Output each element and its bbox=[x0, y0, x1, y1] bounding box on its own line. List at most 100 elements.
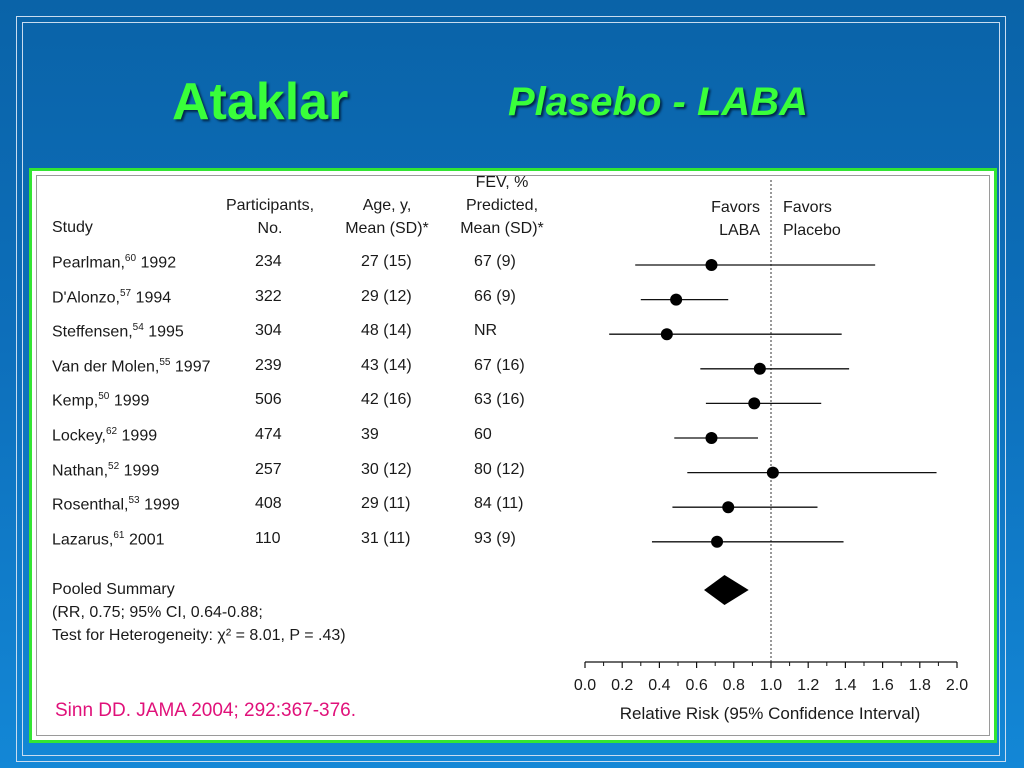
cell-age: 43 (14) bbox=[361, 356, 412, 374]
favors-laba-line1: Favors bbox=[711, 199, 760, 216]
header-fev-line2: Predicted, bbox=[465, 197, 539, 214]
favors-laba-label: Favors LABA bbox=[690, 196, 760, 242]
study-author: Kemp, bbox=[52, 392, 99, 410]
cell-age: 29 (11) bbox=[361, 495, 411, 513]
x-tick-label: 0.4 bbox=[648, 677, 670, 694]
cell-participants: 506 bbox=[255, 391, 282, 409]
study-ref: 53 bbox=[128, 495, 140, 507]
point-estimate bbox=[705, 259, 718, 271]
cell-fev: 67 (9) bbox=[474, 253, 516, 270]
cell-age: 29 (12) bbox=[361, 287, 412, 305]
favors-placebo-line2: Placebo bbox=[783, 222, 841, 239]
favors-placebo-label: Favors Placebo bbox=[783, 196, 863, 242]
cell-fev: 66 (9) bbox=[474, 287, 516, 305]
study-ref: 55 bbox=[159, 356, 171, 368]
study-name: Rosenthal,53 1999 bbox=[52, 495, 180, 514]
cell-age: 30 (12) bbox=[361, 460, 412, 478]
favors-laba-line2: LABA bbox=[719, 222, 760, 239]
cell-participants: 474 bbox=[255, 426, 282, 443]
study-author: Van der Molen, bbox=[52, 358, 160, 376]
x-tick-label: 1.8 bbox=[909, 677, 931, 694]
x-tick-label: 0.2 bbox=[611, 677, 633, 694]
study-year: 2001 bbox=[124, 531, 165, 549]
study-name: Kemp,50 1999 bbox=[52, 391, 149, 410]
point-estimate bbox=[722, 501, 735, 514]
cell-participants: 239 bbox=[255, 356, 282, 374]
study-year: 1997 bbox=[170, 358, 211, 376]
study-name: Van der Molen,55 1997 bbox=[52, 357, 211, 376]
cell-participants: 408 bbox=[255, 495, 282, 513]
figure-panel bbox=[29, 168, 997, 743]
study-name: Pearlman,60 1992 bbox=[52, 253, 176, 272]
pooled-summary: Pooled Summary (RR, 0.75; 95% CI, 0.64-0… bbox=[52, 578, 346, 647]
study-ref: 54 bbox=[132, 322, 144, 334]
study-author: Lockey, bbox=[52, 427, 106, 445]
header-age-line1: Age, y, bbox=[362, 197, 412, 214]
study-year: 1999 bbox=[119, 461, 160, 479]
header-participants-line2: No. bbox=[257, 220, 283, 237]
x-tick-label: 1.4 bbox=[834, 677, 856, 694]
study-year: 1999 bbox=[109, 392, 150, 410]
header-fev-line1: FEV, % bbox=[475, 174, 529, 191]
cell-age: 42 (16) bbox=[361, 391, 412, 409]
header-study-text: Study bbox=[52, 219, 93, 236]
header-fev-line3: Mean (SD)* bbox=[460, 220, 544, 237]
study-name: Nathan,52 1999 bbox=[52, 461, 159, 480]
cell-fev: 67 (16) bbox=[474, 356, 525, 374]
point-estimate bbox=[705, 432, 718, 444]
study-author: D'Alonzo, bbox=[52, 288, 120, 306]
cell-fev: 63 (16) bbox=[474, 391, 525, 409]
pooled-line1: Pooled Summary bbox=[52, 581, 175, 598]
study-ref: 50 bbox=[98, 391, 110, 403]
header-fev: FEV, % Predicted, Mean (SD)* bbox=[448, 171, 556, 240]
x-tick-label: 0.0 bbox=[574, 677, 596, 694]
pooled-line3: Test for Heterogeneity: χ² = 8.01, P = .… bbox=[52, 627, 346, 644]
cell-age: 31 (11) bbox=[361, 529, 411, 547]
study-year: 1995 bbox=[143, 323, 184, 341]
x-tick-label: 0.6 bbox=[685, 677, 707, 694]
point-estimate bbox=[753, 362, 766, 375]
figure-panel-inner bbox=[36, 175, 990, 736]
study-ref: 61 bbox=[113, 529, 125, 541]
study-ref: 52 bbox=[108, 460, 120, 472]
x-tick-label: 1.2 bbox=[797, 677, 819, 694]
header-participants: Participants, No. bbox=[210, 194, 330, 240]
study-author: Nathan, bbox=[52, 461, 109, 479]
cell-age: 39 bbox=[361, 426, 379, 443]
citation: Sinn DD. JAMA 2004; 292:367-376. bbox=[55, 700, 357, 721]
favors-placebo-line1: Favors bbox=[783, 199, 832, 216]
study-year: 1999 bbox=[139, 496, 180, 514]
cell-fev: NR bbox=[474, 322, 498, 340]
point-estimate bbox=[670, 293, 683, 306]
point-estimate bbox=[748, 397, 761, 410]
inner-frame bbox=[22, 22, 1000, 756]
study-ref: 62 bbox=[105, 426, 118, 437]
study-year: 1992 bbox=[136, 254, 177, 272]
point-estimate bbox=[660, 328, 673, 341]
study-ref: 60 bbox=[124, 253, 137, 264]
study-year: 1994 bbox=[131, 288, 172, 306]
pooled-line2: (RR, 0.75; 95% CI, 0.64-0.88; bbox=[52, 604, 263, 621]
study-author: Steffensen, bbox=[52, 323, 133, 341]
cell-participants: 110 bbox=[255, 529, 281, 547]
cell-participants: 304 bbox=[255, 322, 282, 340]
cell-age: 27 (15) bbox=[361, 253, 412, 270]
study-author: Pearlman, bbox=[52, 254, 125, 272]
cell-fev: 80 (12) bbox=[474, 460, 525, 478]
x-tick-label: 0.8 bbox=[723, 677, 745, 694]
study-name: D'Alonzo,57 1994 bbox=[52, 288, 171, 307]
x-tick-label: 1.6 bbox=[871, 677, 893, 694]
pooled-diamond bbox=[704, 575, 749, 605]
header-participants-line1: Participants, bbox=[225, 197, 315, 214]
cell-age: 48 (14) bbox=[361, 322, 412, 340]
header-age: Age, y, Mean (SD)* bbox=[332, 194, 442, 240]
header-study: Study bbox=[52, 216, 93, 239]
title-sub: Plasebo - LABA bbox=[508, 80, 809, 124]
slide-title: Ataklar Plasebo - LABA bbox=[0, 68, 1024, 138]
study-name: Lockey,62 1999 bbox=[52, 426, 157, 445]
cell-participants: 322 bbox=[255, 287, 282, 305]
cell-participants: 234 bbox=[255, 253, 282, 270]
header-age-line2: Mean (SD)* bbox=[345, 220, 429, 237]
cell-fev: 84 (11) bbox=[474, 495, 524, 513]
